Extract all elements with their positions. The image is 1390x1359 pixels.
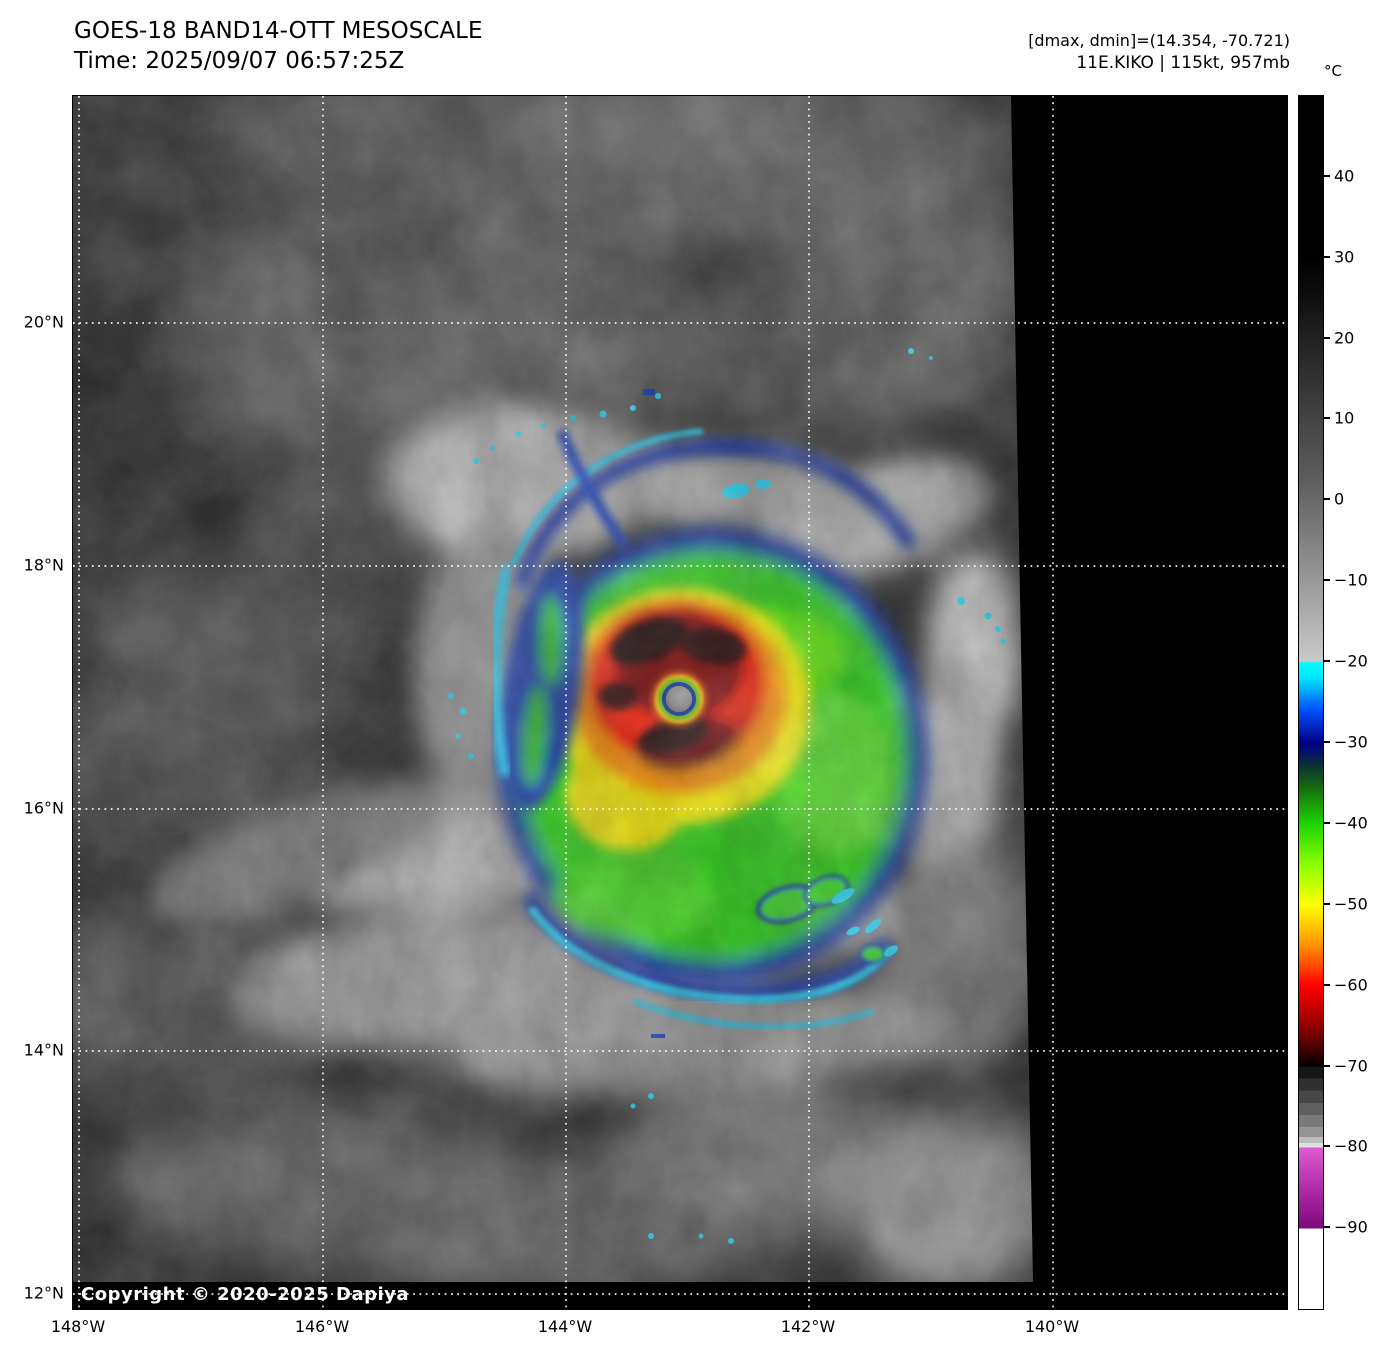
lat-lon-grid (73, 96, 1287, 1309)
colorbar-tick-label: −40 (1334, 813, 1368, 833)
y-axis-label: 20°N (23, 312, 64, 332)
copyright-watermark: Copyright © 2020-2025 Dapiya (81, 1284, 410, 1305)
header-right: [dmax, dmin]=(14.354, -70.721) 11E.KIKO … (1028, 30, 1290, 74)
dmax-dmin-readout: [dmax, dmin]=(14.354, -70.721) (1028, 31, 1290, 50)
colorbar-tick (1323, 903, 1330, 905)
colorbar (1298, 95, 1324, 1310)
colorbar-tick-label: 40 (1334, 166, 1355, 186)
satellite-image (73, 96, 1287, 1309)
y-axis-label: 14°N (23, 1040, 64, 1060)
plot-time: Time: 2025/09/07 06:57:25Z (74, 48, 405, 74)
colorbar-tick (1323, 822, 1330, 824)
colorbar-tick-label: 0 (1334, 489, 1345, 509)
x-axis-label: 140°W (1024, 1317, 1080, 1336)
colorbar-tick (1323, 660, 1330, 662)
colorbar-tick (1323, 1145, 1330, 1147)
x-axis-label: 148°W (50, 1317, 106, 1336)
colorbar-tick (1323, 984, 1330, 986)
data-sector (73, 96, 1033, 1282)
colorbar-tick-label: −70 (1334, 1056, 1368, 1076)
colorbar-tick-label: −10 (1334, 570, 1368, 590)
colorbar-tick-label: −60 (1334, 975, 1368, 995)
colorbar-tick-label: −90 (1334, 1217, 1368, 1237)
colorbar-tick (1323, 337, 1330, 339)
colorbar-tick-label: 20 (1334, 328, 1355, 348)
y-axis-label: 12°N (23, 1283, 64, 1303)
y-axis-label: 16°N (23, 798, 64, 818)
title-block: GOES-18 BAND14-OTT MESOSCALE Time: 2025/… (74, 16, 483, 76)
colorbar-tick (1323, 417, 1330, 419)
plot-title: GOES-18 BAND14-OTT MESOSCALE (74, 18, 483, 44)
colorbar-tick-label: −80 (1334, 1136, 1368, 1156)
storm-info: 11E.KIKO | 115kt, 957mb (1076, 53, 1290, 73)
y-axis-label: 18°N (23, 555, 64, 575)
colorbar-tick-label: −20 (1334, 651, 1368, 671)
x-axis-label: 142°W (780, 1317, 836, 1336)
colorbar-unit-label: °C (1324, 62, 1342, 80)
x-axis-label: 146°W (294, 1317, 350, 1336)
colorbar-tick (1323, 498, 1330, 500)
colorbar-tick (1323, 1226, 1330, 1228)
colorbar-tick-label: 10 (1334, 408, 1355, 428)
cloud-texture-dark (73, 96, 1033, 1282)
colorbar-tick (1323, 1065, 1330, 1067)
colorbar-tick (1323, 175, 1330, 177)
colorbar-tick-label: −30 (1334, 732, 1368, 752)
satellite-map-plot: Copyright © 2020-2025 Dapiya (72, 95, 1288, 1310)
colorbar-tick-label: −50 (1334, 894, 1368, 914)
colorbar-tick (1323, 741, 1330, 743)
colorbar-tick (1323, 256, 1330, 258)
colorbar-tick (1323, 579, 1330, 581)
colorbar-tick-label: 30 (1334, 247, 1355, 267)
x-axis-label: 144°W (537, 1317, 593, 1336)
